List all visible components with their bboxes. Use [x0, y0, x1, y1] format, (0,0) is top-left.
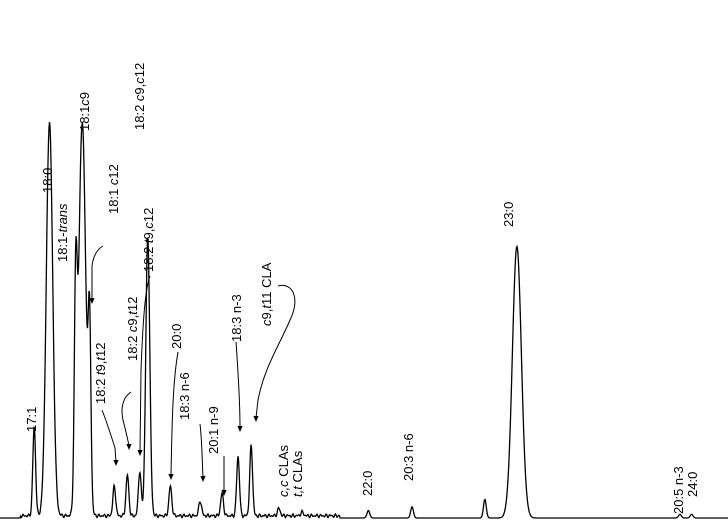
peak-label-part: 18:2 [141, 243, 156, 272]
leader-line-c9t12 [121, 391, 132, 447]
peak-label-part: 20:3 n-6 [401, 433, 416, 481]
peak-label-part: c [132, 94, 147, 101]
peak-label-part: 18:0 [40, 168, 55, 193]
peak-label-part: 24:0 [685, 472, 700, 497]
leader-arrowhead-n6 [200, 476, 206, 482]
peak-label-part: 9, [141, 229, 156, 240]
peak-label-part: c [259, 319, 274, 326]
peak-label-part: 23:0 [501, 202, 516, 227]
leader-arrowhead-n9 [221, 490, 227, 496]
peak-label-part: 18:1- [55, 232, 70, 262]
peak-label-part: 12 [125, 297, 140, 311]
peak-label-part: 12 [132, 63, 147, 77]
leader-line-c12 [91, 245, 104, 300]
peak-label-part: t [93, 370, 108, 375]
leader-line-t9c12 [139, 275, 151, 453]
peak-label-part: c [106, 178, 121, 185]
peak-label-part: CLAs [276, 444, 291, 480]
peak-label-20-5-n3: 20:5 n-3 [671, 466, 686, 514]
peak-label-part: 18:2 [125, 332, 140, 361]
peak-label-part: 9 [77, 92, 92, 99]
leader-arrowhead-n3 [237, 426, 243, 432]
peak-label-20-3-n6: 20:3 n-6 [401, 433, 416, 481]
leader-arrowhead-c9t12 [126, 444, 132, 450]
leader-line-n3 [235, 341, 241, 429]
chromatogram-trace-layer [0, 121, 728, 519]
peak-label-part: t [259, 304, 274, 309]
peak-label-part: CLAs [290, 450, 305, 486]
peak-label-18-2-c9t12: 18:2 c9,t12 [125, 297, 140, 361]
peak-label-22-0: 22:0 [360, 471, 375, 496]
peak-label-18-1-trans: 18:1-trans [55, 203, 70, 262]
peak-label-part: c,c [276, 480, 291, 497]
peak-label-17-1: 17:1 [24, 407, 39, 432]
leader-arrowhead-c20_0 [168, 474, 174, 480]
peak-label-24-0: 24:0 [685, 472, 700, 497]
peak-label-20-1-n9: 20:1 n-9 [206, 406, 221, 454]
peak-label-part: 17:1 [24, 407, 39, 432]
peak-label-part: 22:0 [360, 471, 375, 496]
peak-label-part: c [77, 99, 92, 106]
peak-label-part: t [141, 238, 156, 243]
peak-label-cc-clas: c,c CLAs [276, 444, 291, 497]
peak-label-part: 9, [125, 315, 140, 326]
peak-label-18-2-c9c12: 18:2 c9,c12 [132, 63, 147, 130]
peak-label-20-0: 20:0 [169, 324, 184, 349]
chromatogram-trace-line [0, 121, 728, 519]
peak-label-tt-clas: t,t CLAs [290, 450, 305, 497]
peak-label-part: 18:2 [93, 375, 108, 404]
peak-label-part: t [125, 310, 140, 315]
peak-label-part: 12 [106, 164, 121, 178]
peak-label-23-0: 23:0 [501, 202, 516, 227]
peak-label-part: 20:0 [169, 324, 184, 349]
peak-label-part: 18:1 [106, 185, 121, 214]
peak-label-part: 18:2 [132, 101, 147, 130]
peak-label-part: 9, [259, 309, 274, 320]
peak-label-part: 9, [132, 84, 147, 95]
peak-label-part: c [132, 77, 147, 84]
leader-arrowhead-c12 [89, 298, 95, 304]
peak-label-part: 18:3 n-3 [229, 294, 244, 342]
leader-arrowhead-t9t12 [113, 460, 119, 466]
peak-label-18-3-n6: 18:3 n-6 [177, 372, 192, 420]
peak-label-part: t,t [290, 485, 305, 497]
peak-label-part: 9, [93, 361, 108, 372]
peak-leader-layer [89, 245, 296, 496]
peak-label-part: 20:1 n-9 [206, 406, 221, 454]
peak-label-part: 20:5 n-3 [671, 466, 686, 514]
peak-label-part: trans [55, 203, 70, 232]
peak-label-part: t [93, 356, 108, 361]
peak-label-18-2-t9t12: 18:2 t9,t12 [93, 343, 108, 404]
leader-line-cla [255, 284, 296, 419]
peak-label-part: 18:3 n-6 [177, 372, 192, 420]
leader-arrowhead-t9c12 [137, 450, 143, 456]
peak-label-18-1-c12: 18:1 c12 [106, 164, 121, 214]
leader-line-c20_0 [170, 351, 179, 477]
peak-label-part: 12 [93, 343, 108, 357]
peak-label-part: c [125, 325, 140, 332]
peak-label-18-3-n3: 18:3 n-3 [229, 294, 244, 342]
peak-label-18-1-c9: 18:1c9 [77, 92, 92, 131]
peak-label-part: c [141, 222, 156, 229]
peak-label-c9t11-cla: c9,t11 CLA [259, 262, 274, 326]
peak-label-18-2-t9c12: 18:2 t9,c12 [141, 208, 156, 272]
peak-label-18-0: 18:0 [40, 168, 55, 193]
peak-label-part: 11 CLA [259, 262, 274, 305]
leader-line-n6 [199, 423, 204, 479]
leader-line-t9t12 [101, 409, 117, 463]
leader-arrowhead-cla [253, 416, 259, 422]
peak-label-part: 12 [141, 208, 156, 222]
peak-label-part: 18:1 [77, 106, 92, 131]
